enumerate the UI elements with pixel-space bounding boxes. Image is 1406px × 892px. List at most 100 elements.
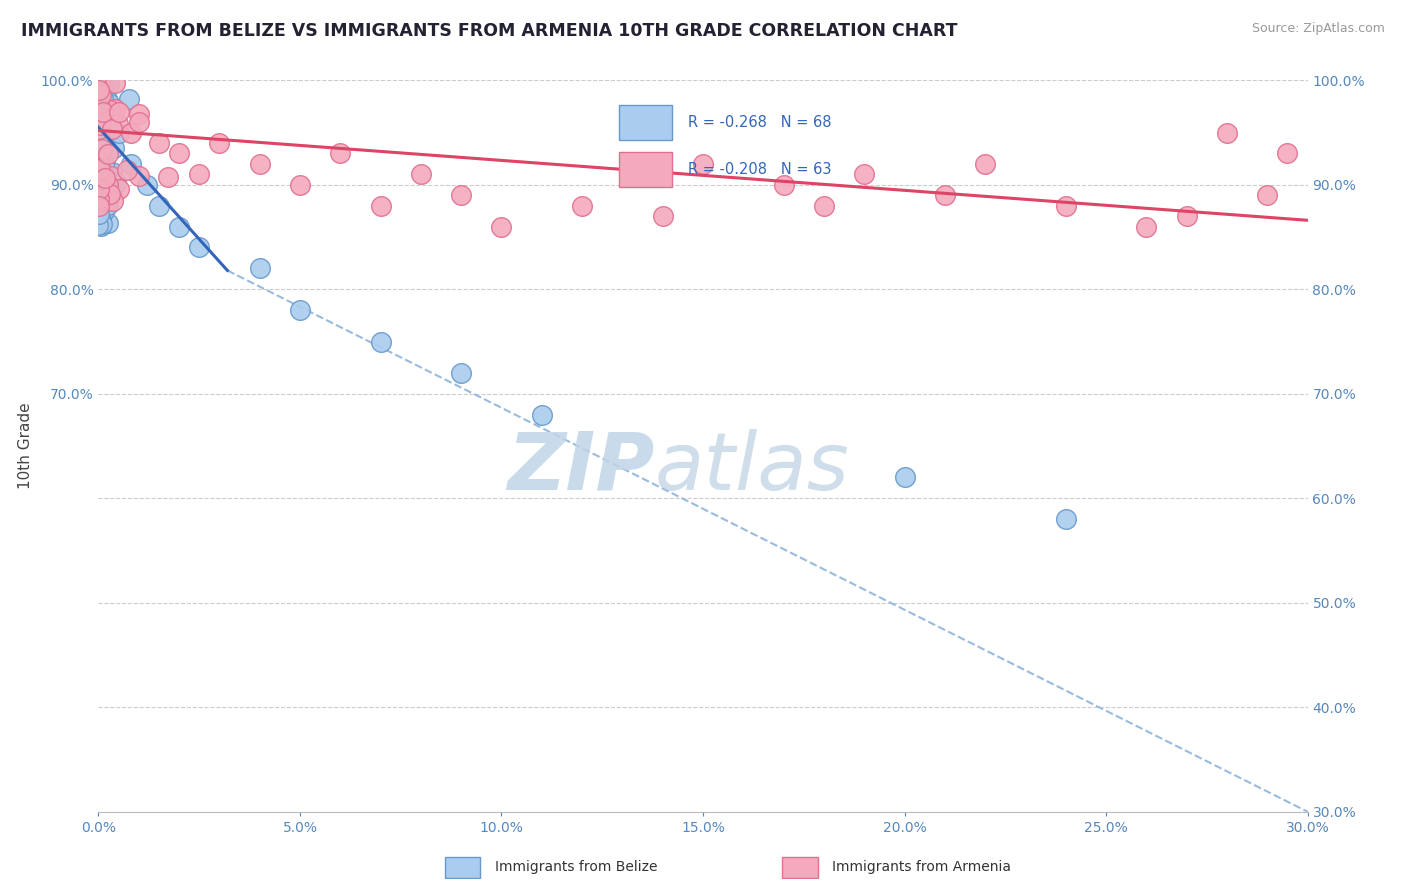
- Point: [89, 83, 111, 97]
- Point: [89, 164, 111, 178]
- Point: [117, 162, 139, 177]
- Point: [89, 75, 111, 89]
- Point: [87, 201, 110, 215]
- Point: [89, 192, 111, 206]
- Point: [450, 366, 472, 380]
- Point: [98, 103, 121, 118]
- Point: [96, 186, 118, 200]
- Point: [409, 167, 432, 181]
- Point: [87, 124, 110, 138]
- Point: [89, 166, 111, 180]
- Point: [96, 92, 118, 106]
- Point: [893, 470, 915, 484]
- Point: [89, 97, 111, 112]
- Point: [101, 122, 124, 136]
- Point: [249, 261, 271, 276]
- Point: [89, 199, 111, 213]
- Point: [94, 160, 117, 174]
- Point: [98, 95, 121, 110]
- Point: [89, 210, 111, 224]
- Point: [90, 115, 112, 129]
- Point: [128, 115, 150, 129]
- Point: [87, 186, 110, 201]
- Point: [93, 204, 115, 219]
- Point: [120, 126, 142, 140]
- Point: [90, 87, 112, 102]
- Point: [90, 146, 112, 161]
- Point: [135, 178, 157, 192]
- Point: [90, 194, 112, 208]
- Point: [89, 185, 111, 199]
- Point: [87, 202, 110, 216]
- Point: [128, 107, 150, 121]
- Point: [90, 142, 112, 156]
- Point: [571, 199, 593, 213]
- Point: [249, 157, 271, 171]
- Point: [90, 113, 112, 128]
- Point: [90, 78, 112, 92]
- Point: [167, 146, 190, 161]
- Point: [89, 154, 111, 169]
- Point: [87, 216, 110, 230]
- Point: [90, 84, 112, 98]
- Point: [118, 92, 141, 106]
- Point: [89, 73, 111, 87]
- Point: [89, 217, 111, 231]
- Point: [148, 199, 170, 213]
- Point: [97, 146, 120, 161]
- Point: [1277, 146, 1299, 161]
- Point: [370, 199, 392, 213]
- Text: atlas: atlas: [655, 429, 849, 507]
- Point: [772, 178, 794, 192]
- Point: [853, 167, 876, 181]
- Point: [813, 199, 835, 213]
- Point: [692, 157, 714, 171]
- Point: [87, 97, 110, 112]
- Point: [188, 240, 211, 254]
- Point: [329, 146, 352, 161]
- Point: [491, 219, 513, 234]
- Point: [107, 126, 129, 140]
- Point: [91, 74, 114, 88]
- Point: [93, 157, 115, 171]
- Point: [167, 219, 190, 234]
- Point: [208, 136, 231, 150]
- Point: [90, 114, 112, 128]
- Point: [98, 78, 121, 92]
- Point: [98, 187, 121, 202]
- Point: [91, 89, 114, 103]
- Text: Immigrants from Belize: Immigrants from Belize: [495, 860, 658, 874]
- Point: [107, 182, 129, 196]
- Point: [148, 136, 170, 150]
- Point: [450, 188, 472, 202]
- Point: [89, 110, 111, 124]
- Point: [105, 176, 128, 190]
- Point: [974, 157, 997, 171]
- Point: [89, 141, 111, 155]
- Point: [104, 76, 127, 90]
- Point: [87, 127, 110, 141]
- Point: [87, 82, 110, 96]
- Point: [94, 116, 117, 130]
- Point: [93, 127, 115, 141]
- Point: [651, 209, 673, 223]
- Point: [107, 104, 129, 119]
- Point: [89, 118, 111, 132]
- Point: [94, 170, 117, 185]
- Text: ZIP: ZIP: [508, 429, 655, 507]
- Point: [370, 334, 392, 349]
- Point: [288, 303, 311, 318]
- Point: [1135, 219, 1157, 234]
- Point: [107, 117, 129, 131]
- Point: [91, 91, 114, 105]
- Point: [103, 180, 125, 194]
- Point: [87, 93, 110, 107]
- Point: [1175, 209, 1198, 223]
- Point: [90, 195, 112, 210]
- Point: [91, 79, 114, 94]
- Point: [1054, 199, 1077, 213]
- Point: [104, 102, 127, 116]
- Point: [89, 177, 111, 191]
- Point: [89, 86, 111, 100]
- Point: [1216, 126, 1239, 140]
